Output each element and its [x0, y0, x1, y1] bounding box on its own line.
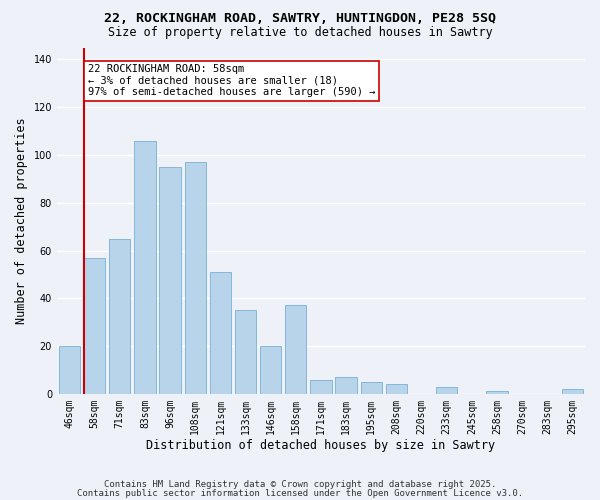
- Text: 22, ROCKINGHAM ROAD, SAWTRY, HUNTINGDON, PE28 5SQ: 22, ROCKINGHAM ROAD, SAWTRY, HUNTINGDON,…: [104, 12, 496, 26]
- Y-axis label: Number of detached properties: Number of detached properties: [15, 118, 28, 324]
- Text: Size of property relative to detached houses in Sawtry: Size of property relative to detached ho…: [107, 26, 493, 39]
- Bar: [134, 140, 155, 394]
- Bar: [84, 258, 106, 394]
- Bar: [436, 386, 457, 394]
- Bar: [235, 310, 256, 394]
- Text: 22 ROCKINGHAM ROAD: 58sqm
← 3% of detached houses are smaller (18)
97% of semi-d: 22 ROCKINGHAM ROAD: 58sqm ← 3% of detach…: [88, 64, 375, 98]
- Text: Contains public sector information licensed under the Open Government Licence v3: Contains public sector information licen…: [77, 488, 523, 498]
- Bar: [185, 162, 206, 394]
- Bar: [310, 380, 332, 394]
- Bar: [260, 346, 281, 394]
- Bar: [361, 382, 382, 394]
- Bar: [562, 389, 583, 394]
- Bar: [59, 346, 80, 394]
- Bar: [285, 306, 307, 394]
- Bar: [209, 272, 231, 394]
- Bar: [386, 384, 407, 394]
- Bar: [160, 167, 181, 394]
- Text: Contains HM Land Registry data © Crown copyright and database right 2025.: Contains HM Land Registry data © Crown c…: [104, 480, 496, 489]
- Bar: [335, 377, 357, 394]
- Bar: [486, 392, 508, 394]
- Bar: [109, 238, 130, 394]
- X-axis label: Distribution of detached houses by size in Sawtry: Distribution of detached houses by size …: [146, 440, 496, 452]
